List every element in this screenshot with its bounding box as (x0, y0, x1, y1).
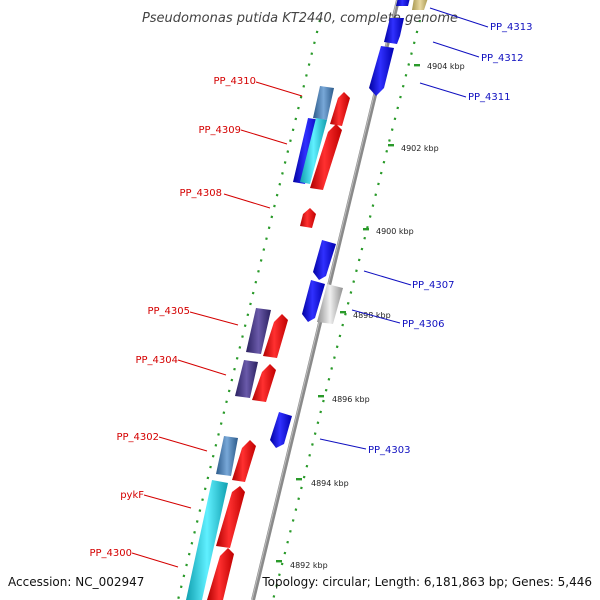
leader-line (223, 193, 271, 209)
leader-line (432, 41, 480, 58)
gene-feature-pp4310[interactable] (313, 86, 334, 120)
gene-feature-red-4302[interactable] (232, 440, 256, 482)
gene-feature-pp4306[interactable] (317, 284, 343, 324)
scale-tick-label-4894: 4894 kbp (311, 479, 349, 488)
scale-tick-label-4900: 4900 kbp (376, 227, 414, 236)
gene-feature-red-4300[interactable] (207, 548, 234, 600)
topology-text: Topology: circular; Length: 6,181,863 bp… (261, 575, 592, 589)
gene-feature-pp4312[interactable] (384, 18, 404, 44)
leader-line (319, 438, 367, 450)
scale-tick-label-4904: 4904 kbp (427, 62, 465, 71)
scale-tick-label-4896: 4896 kbp (332, 395, 370, 404)
gene-label-pp4305[interactable]: PP_4305 (147, 306, 190, 317)
gene-label-pp4306[interactable]: PP_4306 (402, 319, 445, 330)
gene-features (186, 0, 428, 600)
gene-label-pykf[interactable]: pykF (120, 490, 144, 501)
labels-left: PP_4310 PP_4309 PP_4308 PP_4305 PP_4304 … (89, 76, 303, 568)
leader-line (351, 309, 401, 324)
gene-feature-pp4313[interactable] (396, 0, 410, 6)
gene-label-pp4313[interactable]: PP_4313 (490, 22, 533, 33)
scale-tick-4898 (340, 311, 346, 314)
scale-tick-4896 (318, 395, 324, 398)
gene-feature-olive-top[interactable] (412, 0, 428, 10)
map-title: Pseudomonas putida KT2440, complete geno… (142, 11, 458, 26)
gene-label-pp4310[interactable]: PP_4310 (213, 76, 256, 87)
leader-line (177, 359, 227, 376)
leader-line (189, 311, 239, 326)
dotted-track-left (176, 19, 322, 600)
gene-feature-pp4304[interactable] (235, 360, 258, 398)
gene-label-pp4300[interactable]: PP_4300 (89, 548, 132, 559)
leader-line (255, 81, 303, 97)
gene-feature-pp4311[interactable] (369, 46, 394, 96)
gene-feature-cyan-4309[interactable] (300, 118, 327, 184)
gene-feature-red-pykf[interactable] (216, 486, 245, 548)
scale-tick-label-4902: 4902 kbp (401, 144, 439, 153)
gene-label-pp4308[interactable]: PP_4308 (179, 188, 222, 199)
scale-tick-4902 (388, 144, 394, 147)
scale-tick-4892 (276, 560, 282, 563)
gene-feature-red-4305[interactable] (263, 314, 288, 358)
scale-tick-label-4892: 4892 kbp (290, 561, 328, 570)
gene-feature-pp4305[interactable] (246, 308, 271, 354)
leader-line (240, 129, 288, 145)
leader-line (419, 82, 467, 98)
gene-label-pp4307[interactable]: PP_4307 (412, 280, 455, 291)
gene-feature-pp4303[interactable] (270, 412, 292, 448)
gene-feature-pp4307[interactable] (313, 240, 336, 280)
leader-line (131, 552, 179, 568)
gene-feature-red-4304[interactable] (252, 364, 276, 402)
gene-label-pp4304[interactable]: PP_4304 (135, 355, 178, 366)
gene-feature-pp4302[interactable] (216, 436, 238, 476)
gene-feature-pykf[interactable] (186, 480, 228, 600)
gene-feature-red-4310[interactable] (330, 92, 350, 126)
gene-label-pp4303[interactable]: PP_4303 (368, 445, 411, 456)
gene-feature-pp4308[interactable] (300, 208, 316, 228)
accession-text: Accession: NC_002947 (8, 575, 144, 589)
gene-label-pp4309[interactable]: PP_4309 (198, 125, 241, 136)
leader-line (158, 436, 208, 452)
gene-label-pp4312[interactable]: PP_4312 (481, 53, 524, 64)
scale-tick-4900 (363, 228, 369, 231)
leader-line (429, 7, 489, 28)
gene-label-pp4311[interactable]: PP_4311 (468, 92, 511, 103)
scale-tick-4904 (414, 64, 420, 67)
gene-label-pp4302[interactable]: PP_4302 (116, 432, 159, 443)
gene-feature-pp4306-blue[interactable] (302, 280, 325, 322)
scale-tick-4894 (296, 478, 302, 481)
labels-right: PP_4313 PP_4312 PP_4311 PP_4307 PP_4306 … (319, 7, 533, 456)
leader-line (363, 270, 412, 286)
leader-line (143, 494, 192, 509)
gene-feature-red-4309[interactable] (310, 124, 342, 190)
